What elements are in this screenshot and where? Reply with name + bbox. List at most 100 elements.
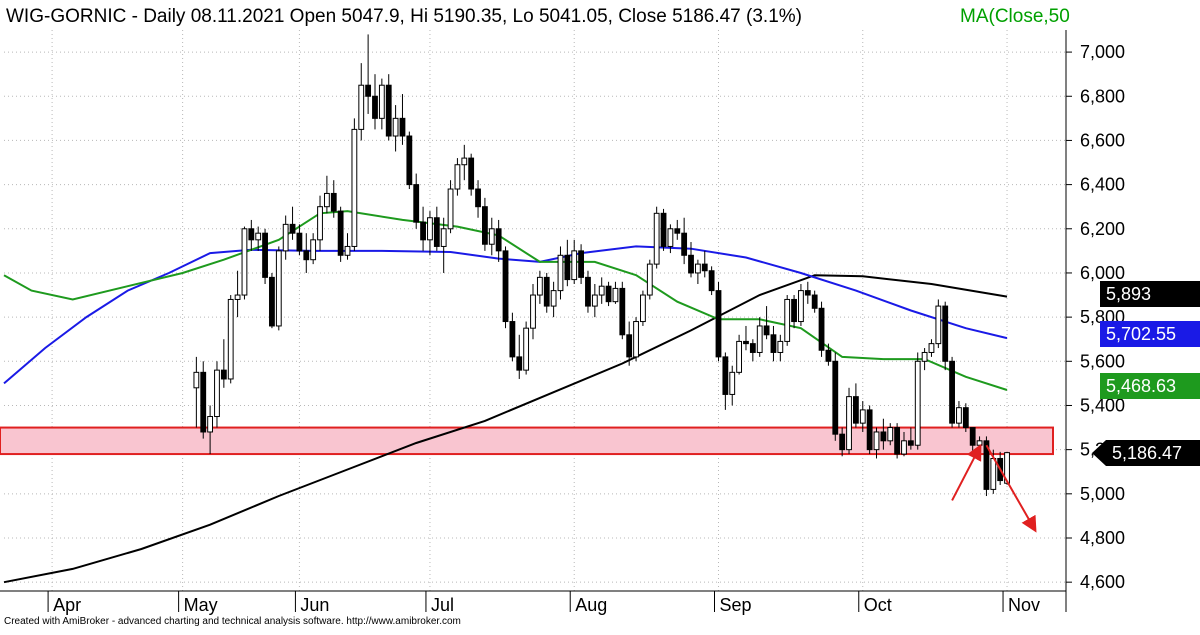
candle [207,405,214,455]
candle [715,281,722,362]
candle-body-up [914,360,921,446]
candle-body-up [193,371,200,389]
candle-body-down [804,290,811,296]
candle [674,219,681,240]
candle [743,325,749,351]
candle [612,281,619,304]
candle [200,361,207,439]
candle-body-up [887,427,894,442]
candle-body-down [839,433,846,451]
candle-body-up [536,276,543,296]
candle [378,78,385,130]
candle [488,217,495,256]
value-label-bg [1100,321,1200,347]
candle [523,321,530,375]
candle [543,272,550,313]
candle [653,206,660,269]
candle-body-up [351,128,358,247]
y-tick-label: 6,400 [1080,175,1125,195]
candle-body-up [694,263,701,274]
candle-body-up [440,228,447,247]
value-label-text: 5,702.55 [1106,324,1176,344]
candle-body-up [454,164,461,190]
candle [358,63,365,141]
candle-body-up [427,217,433,241]
candle [454,158,461,196]
candle-body-up [557,254,564,292]
candle-body-up [344,245,351,256]
candle [962,403,969,432]
candle [914,352,921,450]
candle-body-down [543,276,550,307]
candle-body-up [461,157,468,166]
candle-body-up [777,340,784,353]
candle [447,180,454,234]
candle [756,317,763,357]
candle-body-down [942,305,949,362]
candle [303,233,310,273]
candle [385,74,392,141]
candle [406,131,413,190]
candle-body-down [495,228,502,252]
candle-body-up [255,232,262,241]
y-tick-label: 5,400 [1080,395,1125,415]
candle-body-down [399,117,406,137]
candle [708,266,715,296]
candle [935,299,942,349]
candle-body-down [660,212,667,247]
x-tick-label: Aug [575,595,607,615]
candle-body-down [791,298,797,323]
candle [365,34,372,114]
candle [516,334,523,379]
value-label-text: 5,186.47 [1112,443,1182,463]
candle [880,418,887,450]
candle-body-down [220,369,227,380]
candle-body-down [743,340,749,345]
candle-body-up [488,228,495,245]
x-tick-label: Sep [719,595,751,615]
candle-body-down [262,232,268,278]
last-value-label-ma-100: 5,702.55 [1100,321,1200,347]
candle-body-down [749,343,756,353]
candle-body-up [358,84,365,130]
candle [530,283,536,340]
candle-body-up [784,298,791,342]
candle [296,224,303,256]
candle [859,401,866,432]
x-tick-label: Oct [864,595,892,615]
candle [598,277,605,304]
candle [846,387,852,455]
candle-body-down [337,210,344,256]
value-label-bg [1100,373,1200,399]
candle-body-down [578,250,584,278]
candle-body-down [708,270,715,292]
candle [763,306,770,340]
candle [214,361,220,428]
candle-body-down [949,360,955,424]
candle-body-up [550,290,557,307]
candle-body-down [248,228,255,241]
candle [550,281,557,318]
x-tick-label: Apr [53,595,81,615]
candle-body-up [612,287,619,303]
value-label-bg [1100,281,1200,307]
candle [852,383,859,428]
candle [633,317,639,362]
candle-body-down [674,228,681,234]
candle-body-down [811,294,818,309]
candle-body-up [323,192,330,208]
candle [482,197,488,251]
candle [392,105,399,152]
candle [887,423,894,446]
candle [736,334,743,375]
candle [468,153,475,196]
candle [372,74,378,130]
candle-body-down [564,254,571,281]
arrow-down [985,444,1037,533]
candle-body-down [385,84,392,137]
candle [282,215,289,260]
candle-body-down [200,371,207,433]
candle [248,219,255,251]
